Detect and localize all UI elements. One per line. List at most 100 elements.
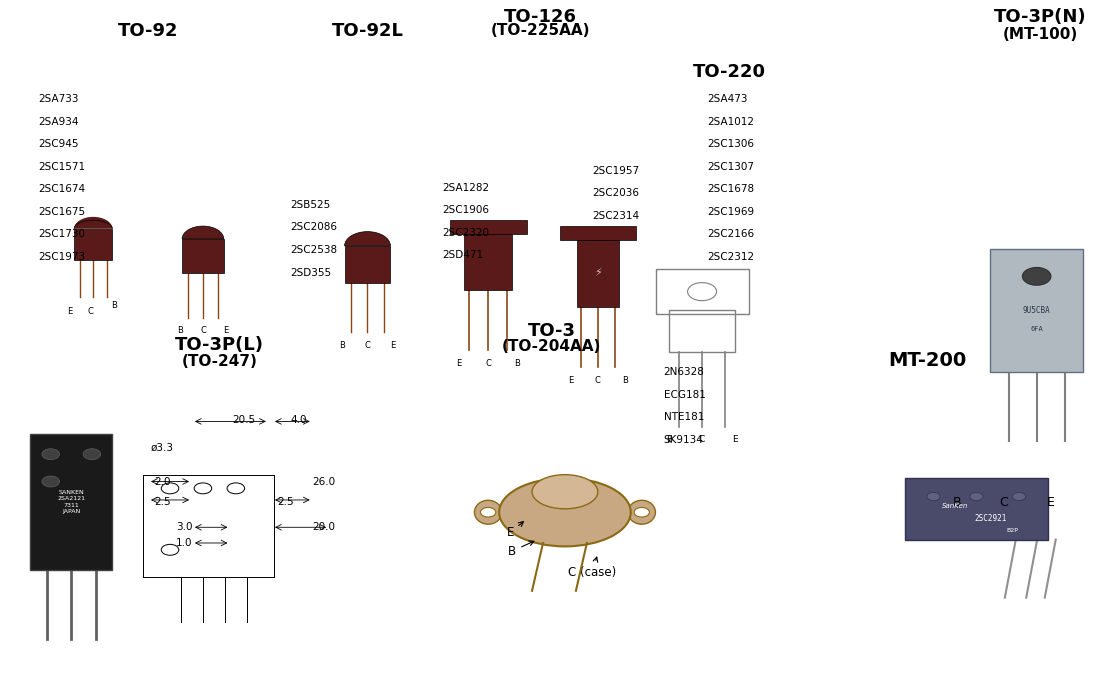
Text: 2SC1730: 2SC1730 [38,229,86,239]
Text: 2SC1571: 2SC1571 [38,162,86,171]
Bar [182,239,224,273]
Text: 2SA733: 2SA733 [38,94,79,104]
Text: 2.0: 2.0 [154,477,170,486]
Text: TO-126: TO-126 [504,8,577,26]
Text: 2SC2036: 2SC2036 [592,189,640,198]
Circle shape [227,483,245,494]
Bar [345,246,390,283]
Text: (TO-225AA): (TO-225AA) [491,23,590,38]
Text: 2SC1674: 2SC1674 [38,184,86,194]
Text: E: E [456,359,462,367]
Text: 2SC2166: 2SC2166 [708,229,755,239]
Circle shape [84,449,101,460]
Text: C: C [486,359,491,367]
Text: 2SD471: 2SD471 [442,251,484,260]
Text: 2SA1282: 2SA1282 [442,183,489,193]
Text: TO-220: TO-220 [693,63,766,81]
Text: ⚡: ⚡ [593,268,602,279]
Bar [577,240,619,307]
Ellipse shape [532,475,598,509]
Text: B: B [666,435,671,444]
Text: B: B [508,541,534,557]
Text: 2SC2320: 2SC2320 [442,228,489,238]
Text: 2SD355: 2SD355 [291,268,332,277]
Wedge shape [182,226,224,239]
Text: B: B [514,359,520,367]
Wedge shape [74,217,112,229]
Text: ø3.3: ø3.3 [151,443,174,452]
Text: 2.5: 2.5 [154,497,170,507]
Circle shape [480,507,496,517]
Text: 4.0: 4.0 [290,415,307,425]
Text: C: C [200,326,206,335]
Text: B: B [952,495,961,509]
Ellipse shape [499,478,631,546]
Text: 20.5: 20.5 [232,415,255,425]
Text: SANKEN
2SA2121
7311
JAPAN: SANKEN 2SA2121 7311 JAPAN [57,490,86,514]
Text: 20.0: 20.0 [312,522,335,532]
Text: 2SC2312: 2SC2312 [708,252,755,262]
Text: TO-92: TO-92 [118,22,178,40]
Text: 2SC2314: 2SC2314 [592,211,640,221]
Text: B: B [177,326,182,335]
Text: B2P: B2P [1006,528,1018,533]
Text: 2SB525: 2SB525 [291,200,331,210]
Text: E: E [568,376,573,385]
Text: 2SC1307: 2SC1307 [708,162,755,171]
Circle shape [162,544,179,555]
Text: C (case): C (case) [568,557,617,579]
Text: 2SC2086: 2SC2086 [291,223,337,232]
Text: E: E [732,435,739,444]
Text: C: C [365,342,370,350]
Bar [30,434,112,570]
Text: 2SC2538: 2SC2538 [291,245,337,255]
Bar [990,249,1084,372]
Text: E: E [390,342,396,350]
Text: 2SA934: 2SA934 [38,117,79,126]
Text: SK9134: SK9134 [664,435,703,445]
Text: 3.0: 3.0 [176,522,192,532]
Text: 2SC2921: 2SC2921 [975,514,1007,522]
Circle shape [926,492,940,501]
Text: 2SC1675: 2SC1675 [38,207,86,217]
Text: SanKen: SanKen [942,503,968,509]
Text: C: C [999,495,1008,509]
Text: MT-200: MT-200 [888,351,966,370]
Text: E: E [1047,495,1055,509]
Text: B: B [111,301,118,309]
Text: ECG181: ECG181 [664,390,706,400]
Text: C: C [87,307,93,316]
Text: 2SC1306: 2SC1306 [708,139,755,149]
Text: 2SA473: 2SA473 [708,94,748,104]
Text: E: E [223,326,229,335]
Text: 2SA1012: 2SA1012 [708,117,755,126]
Text: 2SC1906: 2SC1906 [442,206,489,215]
Text: (MT-100): (MT-100) [1002,27,1077,42]
Text: (TO-204AA): (TO-204AA) [502,339,601,354]
Circle shape [634,507,650,517]
Text: 2.5: 2.5 [277,497,293,507]
Circle shape [688,283,717,301]
Text: B: B [622,376,629,385]
Text: 6FA: 6FA [1030,326,1043,332]
Bar [449,220,526,234]
Wedge shape [345,232,390,246]
Circle shape [195,483,212,494]
Text: 1.0: 1.0 [176,538,192,548]
Bar [669,310,735,352]
Bar [904,478,1047,540]
Text: E: E [507,522,523,539]
Circle shape [42,476,59,487]
Text: C: C [699,435,706,444]
Circle shape [162,483,179,494]
Circle shape [969,492,983,501]
Text: TO-3: TO-3 [528,322,576,340]
Text: TO-3P(N): TO-3P(N) [993,8,1086,26]
Text: 2SC1973: 2SC1973 [38,252,86,262]
Text: E: E [67,307,73,316]
Circle shape [1012,492,1025,501]
Text: C: C [595,376,601,385]
Text: 9U5CBA: 9U5CBA [1023,306,1051,316]
Circle shape [42,449,59,460]
Text: B: B [340,342,345,350]
